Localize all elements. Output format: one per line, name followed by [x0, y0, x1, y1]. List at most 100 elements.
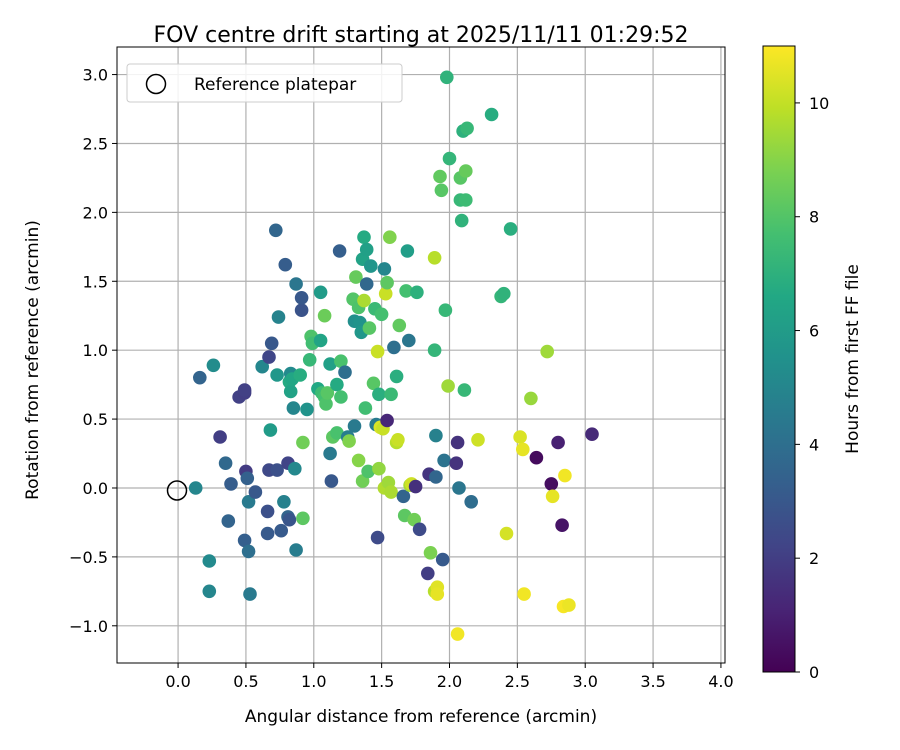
data-point [218, 456, 233, 471]
data-point [383, 230, 397, 244]
data-point [384, 485, 398, 499]
data-point [370, 344, 385, 359]
data-point [293, 368, 308, 382]
data-point [237, 383, 252, 397]
data-point [402, 333, 416, 348]
y-tick-label: 0.5 [83, 410, 108, 429]
data-point [545, 489, 560, 504]
x-tick-label: 0.5 [233, 672, 258, 691]
x-tick-label: 2.5 [505, 672, 530, 691]
data-point [361, 464, 375, 479]
data-point [513, 430, 527, 444]
data-point [260, 504, 275, 519]
data-point [516, 442, 530, 457]
data-point [372, 461, 386, 476]
data-point [277, 495, 291, 509]
data-points [188, 70, 599, 641]
x-tick-label: 0.0 [165, 672, 190, 691]
data-point [202, 584, 217, 599]
data-point [366, 376, 381, 391]
data-point [437, 453, 451, 468]
y-tick-label: 2.5 [83, 134, 108, 153]
data-point [421, 566, 435, 581]
data-point [412, 522, 427, 537]
data-point [459, 193, 473, 207]
data-point [240, 471, 255, 486]
x-axis-ticks: 0.0 0.5 1.0 1.5 2.0 2.5 3.0 3.5 4.0 [165, 663, 734, 691]
data-point [551, 435, 565, 450]
legend-marker-icon [145, 73, 167, 95]
data-point [433, 169, 447, 184]
colorbar-tick-label: 6 [809, 322, 819, 341]
data-point [206, 358, 221, 373]
data-point [289, 277, 303, 291]
data-point [499, 526, 514, 541]
data-point [342, 434, 356, 448]
data-point [324, 474, 339, 488]
data-point [389, 369, 404, 384]
colorbar-ticks: 0 2 4 6 8 10 [795, 94, 829, 682]
colorbar: 0 2 4 6 8 10 Hours from first FF file [762, 45, 863, 682]
data-point [450, 435, 465, 450]
data-point [255, 359, 269, 374]
data-point [392, 318, 407, 333]
data-point [359, 277, 374, 291]
data-point [243, 587, 257, 601]
data-point [438, 303, 453, 318]
data-point [248, 485, 263, 499]
data-point [294, 291, 309, 305]
data-point [427, 343, 442, 358]
data-point [264, 336, 279, 351]
y-tick-label: 0.0 [83, 479, 108, 498]
plot-frame [116, 46, 726, 664]
data-point [338, 365, 352, 380]
colorbar-tick-label: 4 [809, 435, 819, 454]
x-tick-label: 1.5 [369, 672, 394, 691]
data-point [213, 430, 227, 444]
colorbar-tick-label: 10 [809, 94, 829, 113]
data-point [300, 402, 314, 417]
data-point [540, 344, 554, 359]
x-axis-label: Angular distance from reference (arcmin) [245, 707, 597, 727]
data-point [237, 533, 252, 548]
y-tick-label: 1.0 [83, 341, 108, 360]
data-point [202, 554, 217, 568]
data-point [372, 387, 386, 402]
data-point [370, 530, 385, 545]
data-point [317, 308, 332, 323]
data-point [410, 285, 424, 300]
data-point [380, 413, 394, 428]
data-point [380, 275, 394, 290]
data-point [429, 470, 443, 484]
data-point [391, 433, 405, 447]
grid-lines [117, 47, 725, 663]
data-point [221, 514, 236, 528]
data-point [427, 250, 442, 265]
data-point [454, 213, 469, 228]
data-point [332, 244, 347, 258]
y-tick-label: −0.5 [69, 548, 108, 567]
data-point [347, 419, 362, 433]
data-point [330, 377, 344, 392]
data-point [260, 526, 275, 541]
data-point [351, 453, 366, 468]
data-point [313, 285, 328, 300]
data-point [471, 433, 485, 447]
data-point [262, 350, 276, 364]
data-point [263, 423, 278, 437]
data-point [408, 479, 423, 494]
data-point [320, 386, 335, 400]
legend-box [126, 63, 403, 103]
data-point [377, 262, 392, 276]
data-point [434, 183, 449, 198]
data-point [274, 523, 289, 538]
data-point [452, 481, 466, 495]
data-point [330, 426, 344, 440]
data-point [188, 481, 203, 495]
data-point [400, 244, 415, 258]
data-point [517, 587, 531, 601]
data-point [544, 477, 559, 491]
data-point [464, 495, 479, 509]
data-point [558, 468, 572, 483]
